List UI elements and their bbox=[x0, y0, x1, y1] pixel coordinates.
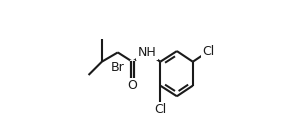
Text: Cl: Cl bbox=[203, 45, 215, 58]
Text: NH: NH bbox=[138, 46, 157, 59]
Text: Br: Br bbox=[111, 61, 125, 74]
Text: Cl: Cl bbox=[154, 103, 166, 116]
Text: O: O bbox=[127, 79, 137, 92]
